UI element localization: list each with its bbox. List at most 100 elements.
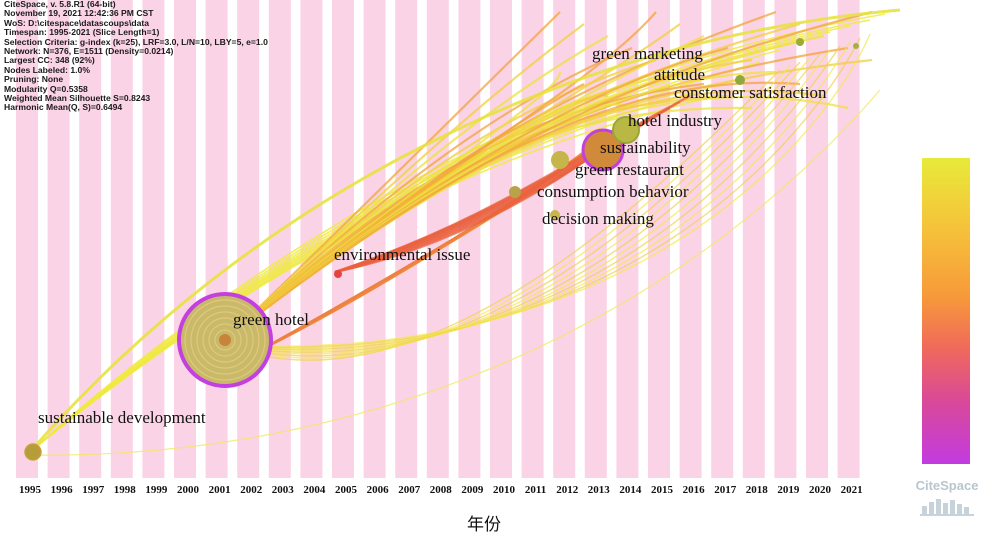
link-env-9: [334, 95, 691, 274]
year-stripe-2015: [648, 0, 670, 478]
year-label-2020: 2020: [809, 484, 831, 496]
info-line-silhouette: Weighted Mean Silhouette S=0.8243: [4, 93, 151, 104]
year-label-2012: 2012: [556, 484, 579, 496]
node-decision-making: [550, 210, 560, 220]
keyword-hotel-industry: hotel industry: [628, 111, 722, 130]
info-line-nodes-labeled: Nodes Labeled: 1.0%: [4, 64, 90, 75]
year-label-2004: 2004: [303, 484, 326, 496]
year-stripe-2018: [742, 0, 765, 478]
year-label-2008: 2008: [429, 484, 452, 496]
link-lower-1: [224, 65, 791, 359]
info-line-harmonic: Harmonic Mean(Q, S)=0.6494: [4, 102, 123, 113]
link-lower-0: [224, 69, 781, 361]
year-label-2015: 2015: [651, 484, 673, 496]
info-line-wos: WoS: D:\citespace\datascoups\data: [4, 17, 150, 28]
year-label-2017: 2017: [714, 484, 737, 496]
keyword-nodes: [24, 38, 859, 461]
link-greenhotel-27: [224, 10, 873, 341]
year-label-2007: 2007: [398, 484, 421, 496]
link-sustdev-0: [29, 13, 886, 453]
year-label-2009: 2009: [461, 484, 484, 496]
year-label-1997: 1997: [82, 484, 105, 496]
year-stripe-2003: [268, 0, 291, 478]
node-constomer-satisfaction: [853, 43, 859, 49]
link-lower-5: [224, 49, 831, 352]
year-label-1995: 1995: [19, 484, 41, 496]
link-lower-4: [224, 53, 821, 353]
keyword-constomer-satisfaction: constomer satisfaction: [674, 83, 827, 102]
info-line-selection: Selection Criteria: g-index (k=25), LRF=…: [4, 36, 268, 47]
node-green-hotel-band-2: [196, 311, 254, 369]
keyword-consumption-behavior: consumption behavior: [537, 182, 689, 201]
keyword-green-hotel: green hotel: [233, 310, 309, 329]
year-stripe-2010: [490, 0, 512, 478]
keyword-environmental-issue: environmental issue: [334, 245, 471, 264]
link-lower-3: [224, 57, 811, 355]
year-label-2000: 2000: [177, 484, 199, 496]
x-axis-label: 年份: [467, 515, 501, 535]
year-stripe-1996: [47, 0, 70, 478]
co-occurrence-links: [28, 8, 901, 456]
year-label-2001: 2001: [208, 484, 231, 496]
year-label-2013: 2013: [587, 484, 610, 496]
year-stripe-1997: [79, 0, 102, 478]
link-lower-2: [224, 61, 801, 357]
year-label-2021: 2021: [840, 484, 863, 496]
info-line-pruning: Pruning: None: [4, 74, 64, 85]
citespace-logo-icon: [920, 499, 974, 516]
info-line-modularity: Modularity Q=0.5358: [4, 83, 88, 94]
year-label-2002: 2002: [240, 484, 263, 496]
node-sustainable-development: [24, 443, 42, 461]
year-label-2010: 2010: [493, 484, 515, 496]
node-sustainability: [581, 128, 625, 172]
link-envelope-top: [28, 8, 901, 453]
info-line-date: November 19, 2021 12:42:36 PM CST: [4, 8, 154, 19]
link-lower-9: [224, 33, 871, 347]
year-label-2019: 2019: [777, 484, 800, 496]
node-green-hotel-band-5: [214, 329, 236, 351]
color-legend-bar: [922, 158, 970, 464]
keyword-sustainability: sustainability: [600, 138, 691, 157]
node-attitude: [735, 75, 745, 85]
year-stripe-2007: [395, 0, 418, 478]
year-stripe-2011: [521, 0, 544, 478]
node-hotel-industry: [612, 116, 640, 144]
node-green-marketing: [796, 38, 804, 46]
node-green-hotel-core: [219, 334, 231, 346]
year-stripe-1995: [16, 0, 38, 478]
year-stripe-2006: [363, 0, 386, 478]
year-stripe-2012: [553, 0, 576, 478]
citespace-logo: CiteSpace: [904, 474, 990, 520]
keyword-green-restaurant: green restaurant: [575, 160, 685, 179]
year-label-2014: 2014: [619, 484, 642, 496]
year-label-1998: 1998: [113, 484, 136, 496]
year-stripe-2017: [711, 0, 734, 478]
link-lower-7: [224, 41, 851, 349]
year-label-1996: 1996: [50, 484, 73, 496]
year-label-1999: 1999: [145, 484, 168, 496]
year-label-2018: 2018: [745, 484, 768, 496]
node-consumption-behavior: [509, 186, 521, 198]
year-stripe-2009: [458, 0, 481, 478]
year-label-2003: 2003: [271, 484, 294, 496]
year-stripe-2019: [774, 0, 797, 478]
year-label-2005: 2005: [335, 484, 357, 496]
node-environmental-issue: [334, 270, 342, 278]
keyword-sustainable-development: sustainable development: [38, 408, 206, 427]
node-green-hotel-band-3: [202, 317, 248, 363]
keyword-decision-making: decision making: [542, 209, 654, 228]
link-lower-8: [224, 37, 861, 348]
year-label-2016: 2016: [682, 484, 705, 496]
citespace-logo-text: CiteSpace: [915, 478, 979, 493]
keyword-green-marketing: green marketing: [592, 44, 703, 63]
year-label-2011: 2011: [524, 484, 547, 496]
info-line-version: CiteSpace, v. 5.8.R1 (64-bit): [4, 0, 116, 9]
info-line-largest-cc: Largest CC: 348 (92%): [4, 55, 95, 66]
year-stripe-2020: [806, 0, 828, 478]
year-stripe-2016: [679, 0, 702, 478]
info-line-network: Network: N=376, E=1511 (Density=0.0214): [4, 46, 174, 57]
citespace-info-panel: CiteSpace, v. 5.8.R1 (64-bit) November 1…: [4, 0, 268, 113]
link-envelope-bottom: [29, 89, 881, 456]
year-label-2006: 2006: [366, 484, 389, 496]
